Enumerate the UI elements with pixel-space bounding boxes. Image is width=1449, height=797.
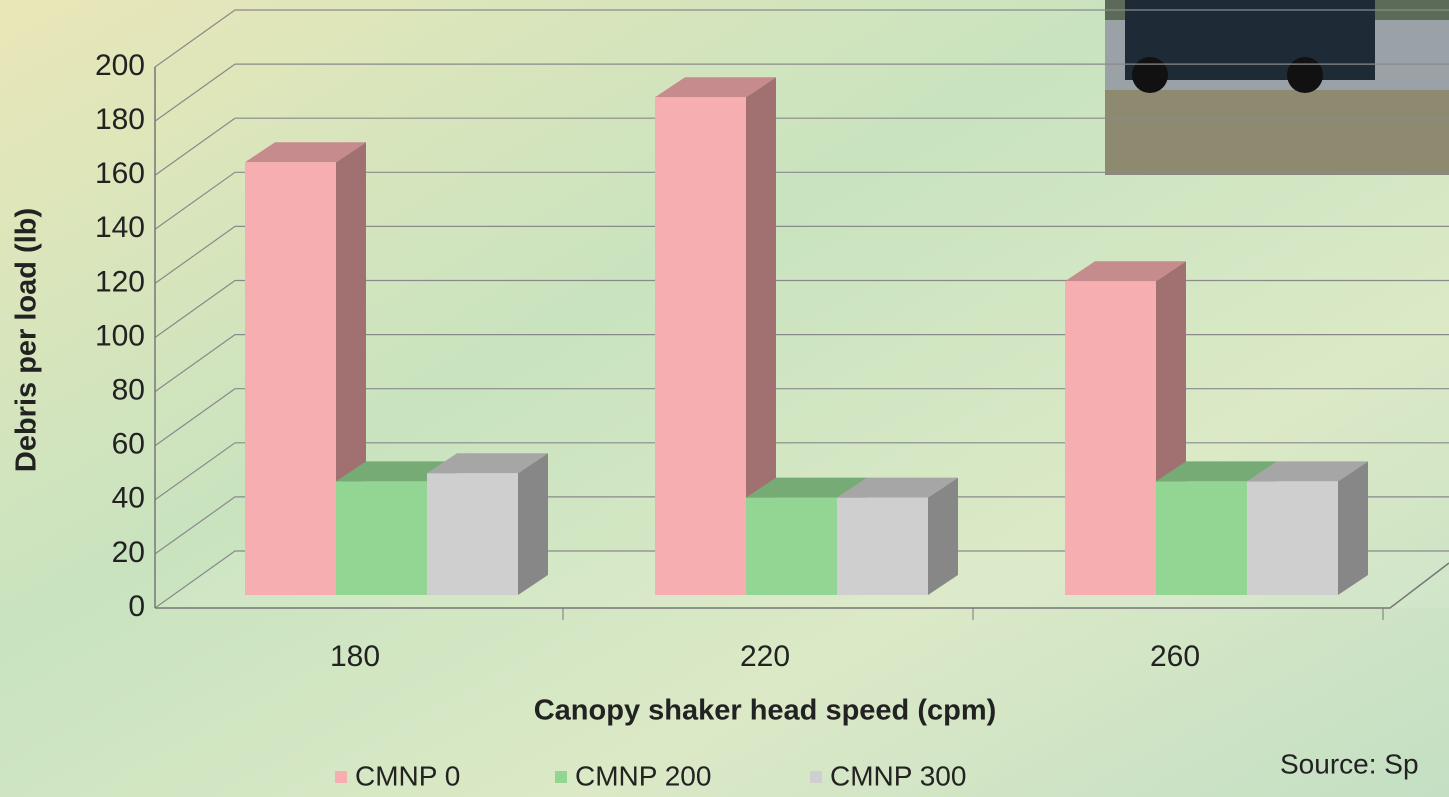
- x-tick-label: 260: [1150, 640, 1200, 673]
- plot-area: 0 20 40 60 80 100 120 140 160 180 200 180 220 260: [95, 9, 1449, 673]
- grid-line: [154, 496, 1449, 555]
- bar-front: [746, 497, 837, 595]
- bar-top: [336, 461, 457, 482]
- bar-front: [336, 481, 427, 595]
- bar: [427, 453, 548, 595]
- grid-line: [154, 63, 1449, 122]
- x-tick-label: 180: [330, 640, 380, 673]
- bar-top: [746, 477, 867, 498]
- bar-top: [655, 77, 776, 98]
- bar-side: [746, 77, 776, 595]
- x-axis-title: Canopy shaker head speed (cpm): [534, 695, 997, 727]
- bar-side: [1338, 461, 1368, 595]
- y-tick-label: 20: [112, 536, 145, 569]
- y-tick-label: 200: [95, 49, 145, 82]
- bar-top: [245, 142, 366, 163]
- bar-front: [837, 497, 928, 595]
- y-axis-title: Debris per load (lb): [11, 208, 43, 472]
- grid-line: [154, 334, 1449, 393]
- bar-side: [928, 477, 958, 595]
- y-tick-label: 60: [112, 428, 145, 461]
- bar-front: [427, 473, 518, 595]
- legend-label: CMNP 0: [355, 760, 460, 791]
- grid-line: [154, 9, 1449, 68]
- legend-label: CMNP 300: [830, 760, 966, 791]
- y-tick-label: 0: [128, 590, 145, 623]
- source-note: Source: Sp: [1280, 748, 1419, 779]
- bar-front: [655, 97, 746, 595]
- grid-line: [154, 225, 1449, 284]
- grid-line: [154, 279, 1449, 338]
- bar-side: [518, 453, 548, 595]
- y-tick-label: 120: [95, 265, 145, 298]
- bar-front: [1156, 481, 1247, 595]
- grid-line: [154, 388, 1449, 447]
- grid-line: [154, 171, 1449, 230]
- bar: [655, 77, 776, 595]
- legend-swatch: [335, 771, 347, 783]
- grid-line: [154, 117, 1449, 176]
- x-tick-label: 220: [740, 640, 790, 673]
- y-tick-label: 140: [95, 211, 145, 244]
- bar-top: [427, 453, 548, 474]
- bar-front: [245, 162, 336, 595]
- y-tick-label: 180: [95, 103, 145, 136]
- grid-line: [154, 550, 1449, 609]
- x-axis: [155, 562, 1449, 609]
- legend-swatch: [810, 771, 822, 783]
- legend-label: CMNP 200: [575, 760, 711, 791]
- bar-top: [1156, 461, 1277, 482]
- y-tick-label: 160: [95, 157, 145, 190]
- bar: [1247, 461, 1368, 595]
- grid-line: [154, 442, 1449, 501]
- y-tick-label: 40: [112, 482, 145, 515]
- bar-top: [1065, 261, 1186, 282]
- legend-swatch: [555, 771, 567, 783]
- bar-front: [1247, 481, 1338, 595]
- y-tick-label: 80: [112, 374, 145, 407]
- y-tick-label: 100: [95, 319, 145, 352]
- bar: [837, 477, 958, 595]
- bar-top: [837, 477, 958, 498]
- bar-front: [1065, 281, 1156, 595]
- photo: [1105, 0, 1449, 175]
- bar-top: [1247, 461, 1368, 482]
